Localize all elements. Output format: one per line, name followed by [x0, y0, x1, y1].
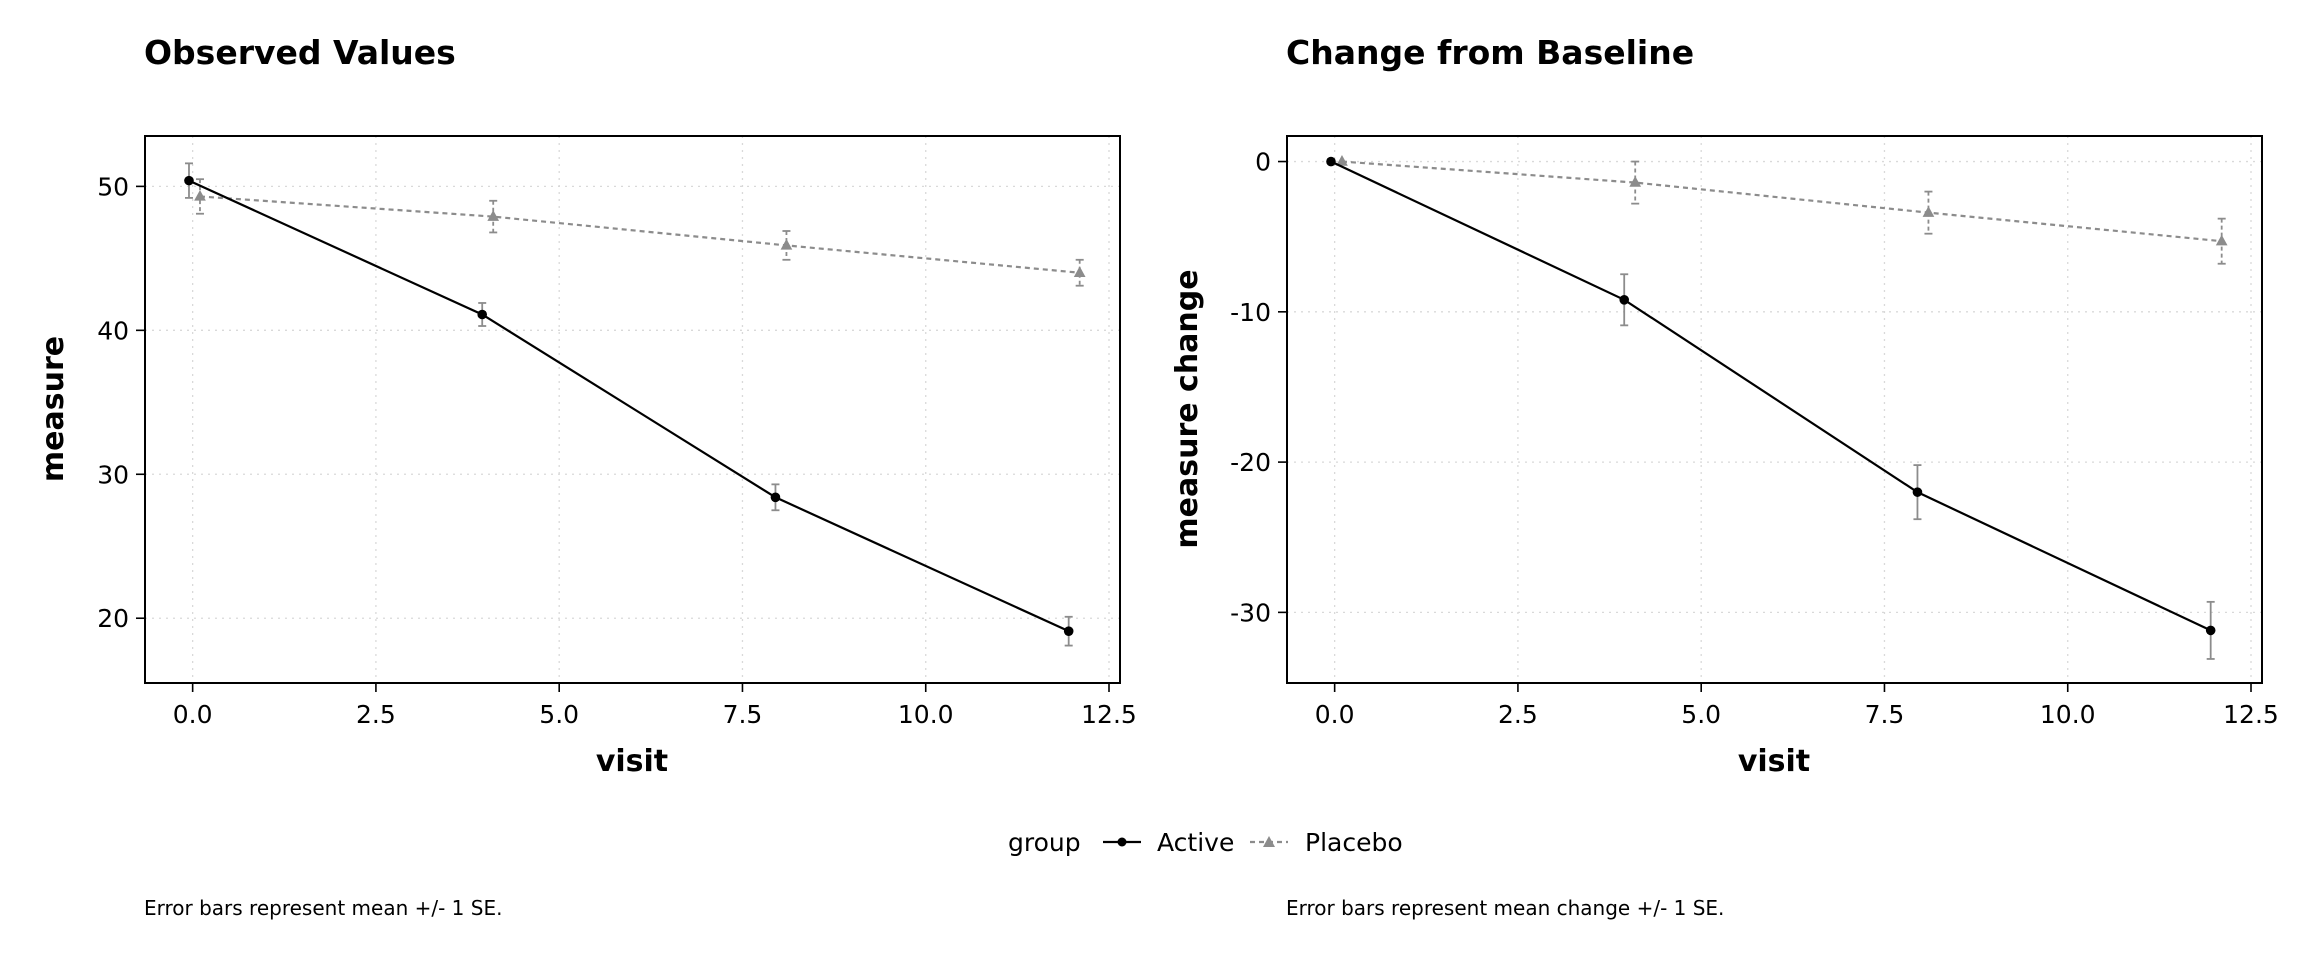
data-point-active: [1326, 156, 1336, 167]
legend-key-marker: [1117, 837, 1127, 847]
chart-title: Change from Baseline: [1286, 33, 1694, 72]
chart-panel-observed: Observed Values 0.0 2.5 5.0 7.5 10.0 12.5 20 30…: [36, 33, 1137, 920]
data-point-active: [2205, 625, 2216, 636]
data-point-placebo: [780, 238, 793, 250]
series-line-placebo: [199, 195, 1080, 274]
x-tick-label: 2.5: [1498, 700, 1538, 729]
x-tick-label: 0.0: [1315, 700, 1355, 729]
data-point-active: [184, 175, 194, 186]
legend-label: Active: [1157, 828, 1234, 857]
data-point-active: [1912, 487, 1923, 497]
plot-frame: [1286, 135, 2263, 684]
axis-ticks: 0.0 2.5 5.0 7.5 10.0 12.5 -30 -20 -10 0: [1230, 148, 2279, 729]
data-point-placebo: [194, 189, 206, 201]
x-axis-label: visit: [596, 744, 668, 779]
chart-panel-change: Change from Baseline 0.0 2.5 5.0 7.5 10.0 12.…: [1170, 33, 2279, 920]
legend: group Active Placebo: [1008, 828, 1403, 857]
x-tick-label: 7.5: [1865, 700, 1905, 729]
y-tick-label: 30: [97, 460, 129, 489]
x-tick-label: 7.5: [723, 700, 763, 729]
y-tick-label: 0: [1255, 148, 1271, 177]
data-point-placebo: [1336, 155, 1348, 166]
data-point-placebo: [1629, 176, 1642, 187]
legend-title: group: [1008, 828, 1081, 857]
data-point-placebo: [1073, 266, 1086, 277]
y-tick-label: 40: [97, 316, 129, 345]
series-line-active: [1330, 160, 2212, 632]
x-axis-label: visit: [1738, 744, 1810, 779]
x-tick-label: 0.0: [173, 700, 213, 729]
y-tick-label: 50: [97, 172, 129, 201]
data-point-placebo: [1922, 206, 1935, 217]
axis-ticks: 0.0 2.5 5.0 7.5 10.0 12.5 20 30 40 50: [97, 172, 1137, 729]
series-layer: [184, 162, 1086, 647]
data-point-active: [477, 309, 488, 320]
legend-key-marker: [1263, 836, 1275, 847]
x-tick-label: 5.0: [539, 700, 579, 729]
x-tick-label: 10.0: [2040, 700, 2096, 729]
caption: Error bars represent mean change +/- 1 S…: [1286, 896, 1724, 920]
data-point-active: [770, 492, 781, 503]
plot-frame: [144, 135, 1121, 684]
x-tick-label: 5.0: [1681, 700, 1721, 729]
grid-lines: [1287, 136, 2262, 683]
y-tick-label: -20: [1230, 448, 1271, 477]
x-tick-label: 12.5: [1081, 700, 1137, 729]
legend-entry-active: Active: [1103, 828, 1234, 857]
x-tick-label: 2.5: [356, 700, 396, 729]
data-point-placebo: [2215, 234, 2228, 246]
caption: Error bars represent mean +/- 1 SE.: [144, 896, 502, 920]
y-tick-label: 20: [97, 604, 129, 633]
legend-label: Placebo: [1305, 828, 1403, 857]
data-point-active: [1619, 294, 1630, 305]
grid-lines: [145, 136, 1120, 683]
data-point-placebo: [487, 210, 500, 221]
y-axis-label: measure change: [1170, 269, 1205, 548]
x-tick-label: 12.5: [2223, 700, 2279, 729]
y-tick-label: -10: [1230, 298, 1271, 327]
x-tick-label: 10.0: [898, 700, 954, 729]
series-layer: [1326, 155, 2228, 660]
y-tick-label: -30: [1230, 598, 1271, 627]
data-point-active: [1063, 626, 1074, 636]
chart-title: Observed Values: [144, 33, 456, 72]
series-line-active: [188, 179, 1070, 633]
series-line-placebo: [1341, 160, 2222, 243]
legend-entry-placebo: Placebo: [1250, 828, 1403, 857]
y-axis-label: measure: [36, 336, 71, 482]
